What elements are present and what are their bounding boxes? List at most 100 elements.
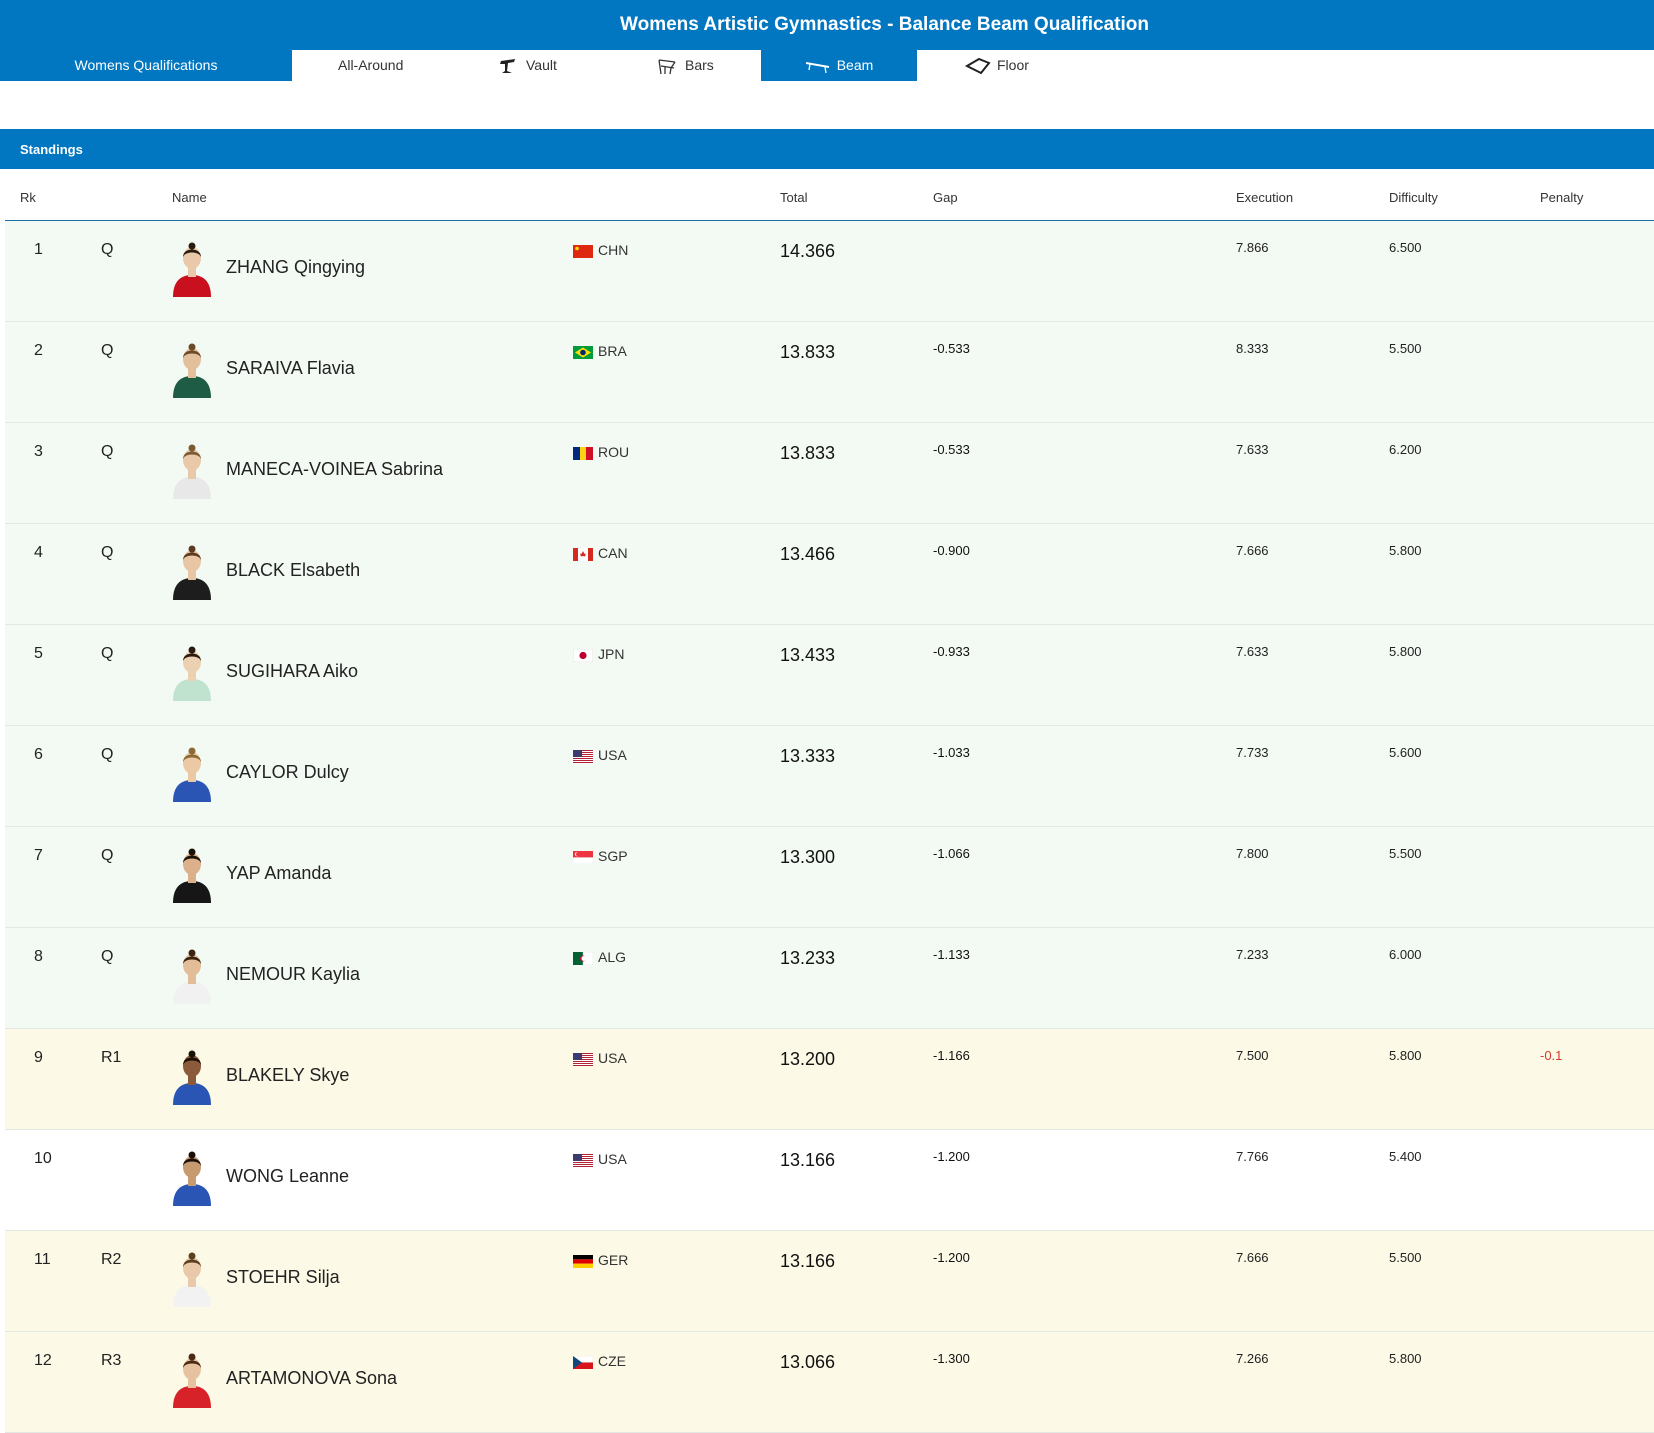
qualification-status: Q (101, 847, 114, 864)
column-header-penalty[interactable]: Penalty (1540, 190, 1584, 205)
table-row[interactable]: 10 WONG Leanne USA 13.166 -1.200 7.766 5.400 (5, 1130, 1654, 1231)
difficulty-score: 5.500 (1389, 1250, 1422, 1265)
athlete-name[interactable]: SARAIVA Flavia (226, 358, 355, 378)
rank: 11 (34, 1251, 51, 1268)
column-header-name[interactable]: Name (172, 190, 207, 205)
flag-icon (573, 1154, 593, 1167)
tab-beam[interactable]: Beam (761, 50, 917, 81)
athlete-name[interactable]: CAYLOR Dulcy (226, 762, 349, 782)
rank: 1 (34, 241, 43, 258)
athlete-name[interactable]: ARTAMONOVA Sona (226, 1368, 398, 1388)
vault-icon (500, 58, 515, 73)
difficulty-score: 5.600 (1389, 745, 1422, 760)
athlete-avatar[interactable] (171, 845, 213, 903)
table-row[interactable]: 8 Q NEMOUR Kaylia ALG 13.233 -1.133 7.233 6.000 (5, 928, 1654, 1029)
table-row[interactable]: 4 Q BLACK Elsabeth CAN 13.466 -0.900 7.666 5.80… (5, 524, 1654, 625)
total-score: 13.166 (780, 1251, 836, 1271)
total-score: 13.333 (780, 746, 836, 766)
table-row[interactable]: 2 Q SARAIVA Flavia BRA 13.833 -0.533 8.333 5.50… (5, 322, 1654, 423)
gap-value: -1.066 (933, 846, 970, 861)
execution-score: 7.666 (1236, 1250, 1269, 1265)
bars-icon (658, 58, 676, 74)
execution-score: 7.500 (1236, 1048, 1269, 1063)
flag-icon (572, 648, 594, 663)
rank: 5 (34, 645, 43, 662)
table-row[interactable]: 7 Q YAP Amanda SGP 13.300 -1.066 7.800 5.500 (5, 827, 1654, 928)
difficulty-score: 6.500 (1389, 240, 1422, 255)
flag-icon (573, 1255, 593, 1268)
athlete-name[interactable]: STOEHR Silja (226, 1267, 340, 1287)
athlete-name[interactable]: BLAKELY Skye (226, 1065, 350, 1085)
table-row[interactable]: 6 Q CAYLOR Dulcy USA 13.333 -1.033 7.733 5.600 (5, 726, 1654, 827)
column-header-difficulty[interactable]: Difficulty (1389, 190, 1438, 205)
column-header-execution[interactable]: Execution (1236, 190, 1294, 205)
total-score: 13.833 (780, 443, 836, 463)
column-header-rank[interactable]: Rk (20, 190, 36, 205)
flag-icon (572, 851, 594, 865)
qualification-status: Q (101, 443, 114, 460)
athlete-avatar[interactable] (171, 946, 213, 1004)
difficulty-score: 6.000 (1389, 947, 1422, 962)
flag-icon (573, 245, 593, 258)
athlete-avatar[interactable] (171, 1350, 213, 1408)
tab-vault[interactable]: Vault (498, 50, 557, 81)
table-row[interactable]: 1 Q ZHANG Qingying CHN 14.366 7.866 6.500 (5, 221, 1654, 322)
athlete-avatar[interactable] (171, 643, 213, 701)
flag-icon (572, 1355, 594, 1369)
rank: 2 (34, 342, 43, 359)
total-score: 13.433 (780, 645, 836, 665)
athlete-name[interactable]: WONG Leanne (226, 1166, 350, 1186)
tab-all-around[interactable]: All-Around (338, 50, 403, 81)
column-header-total[interactable]: Total (780, 190, 808, 205)
rank: 7 (34, 847, 43, 864)
gap-value: -0.533 (933, 442, 970, 457)
rank: 9 (34, 1049, 43, 1066)
athlete-avatar[interactable] (171, 1249, 213, 1307)
tab-label: Beam (836, 57, 874, 73)
athlete-avatar[interactable] (171, 744, 213, 802)
qualification-status: Q (101, 544, 114, 561)
difficulty-score: 5.800 (1389, 1048, 1422, 1063)
athlete-avatar[interactable] (171, 340, 213, 398)
gap-value: -1.200 (933, 1250, 970, 1265)
athlete-name[interactable]: BLACK Elsabeth (226, 560, 361, 580)
athlete-avatar[interactable] (171, 1047, 213, 1105)
athlete-name[interactable]: NEMOUR Kaylia (226, 964, 361, 984)
total-score: 13.200 (780, 1049, 836, 1069)
beam-icon (805, 61, 829, 73)
difficulty-score: 5.500 (1389, 846, 1422, 861)
rank: 4 (34, 544, 43, 561)
flag-icon (573, 447, 593, 460)
rank: 3 (34, 443, 43, 460)
tab-label: Bars (685, 57, 714, 73)
athlete-name[interactable]: MANECA-VOINEA Sabrina (226, 459, 444, 479)
table-row[interactable]: 12 R3 ARTAMONOVA Sona CZE 13.066 -1.300 7.266 5… (5, 1332, 1654, 1433)
execution-score: 7.633 (1236, 442, 1269, 457)
athlete-name[interactable]: YAP Amanda (226, 863, 332, 883)
tab-bars[interactable]: Bars (657, 50, 714, 81)
tab-floor[interactable]: Floor (965, 50, 1029, 81)
country-code: CHN (598, 242, 629, 258)
gap-value: -0.900 (933, 543, 970, 558)
column-header-gap[interactable]: Gap (933, 190, 958, 205)
athlete-avatar[interactable] (171, 542, 213, 600)
tab-womens-qualifications[interactable]: Womens Qualifications (0, 50, 292, 81)
country-code: CAN (598, 545, 628, 561)
table-row[interactable]: 3 Q MANECA-VOINEA Sabrina ROU 13.833 -0.533 7.… (5, 423, 1654, 524)
total-score: 13.066 (780, 1352, 836, 1372)
floor-icon (965, 57, 991, 74)
gap-value: -1.166 (933, 1048, 970, 1063)
table-row[interactable]: 9 R1 BLAKELY Skye USA 13.200 -1.166 7.500 5.800… (5, 1029, 1654, 1130)
athlete-avatar[interactable] (171, 1148, 213, 1206)
tab-label: Vault (526, 57, 557, 73)
athlete-name[interactable]: SUGIHARA Aiko (226, 661, 359, 681)
athlete-avatar[interactable] (171, 441, 213, 499)
table-header: Rk Name Total Gap Execution Difficulty P… (5, 178, 1654, 221)
athlete-avatar[interactable] (171, 239, 213, 297)
gap-value: -1.133 (933, 947, 970, 962)
athlete-name[interactable]: ZHANG Qingying (226, 257, 366, 277)
table-row[interactable]: 5 Q SUGIHARA Aiko JPN 13.433 -0.933 7.633 5.800 (5, 625, 1654, 726)
country-code: ROU (598, 444, 630, 460)
table-row[interactable]: 11 R2 STOEHR Silja GER 13.166 -1.200 7.666 5.50… (5, 1231, 1654, 1332)
event-tabs: Womens Qualifications All-Around Vault B… (0, 50, 1654, 81)
